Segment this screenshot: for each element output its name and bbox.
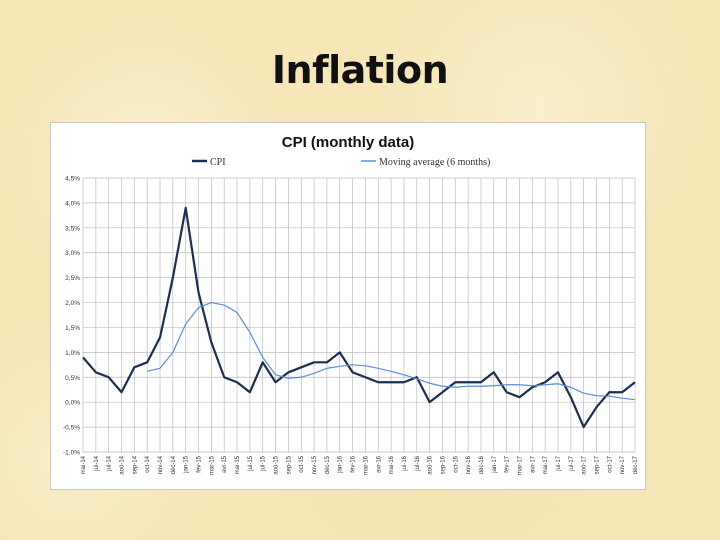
x-tick-label: nov-15 xyxy=(312,455,318,474)
x-tick-label: déc-15 xyxy=(325,455,331,474)
x-tick-label: nov-17 xyxy=(620,455,626,474)
x-tick-label: oct-16 xyxy=(453,455,459,472)
y-tick-label: -0,5% xyxy=(63,425,80,432)
x-tick-label: mai-17 xyxy=(543,455,549,474)
legend-label-moving-average: Moving average (6 months) xyxy=(379,157,490,168)
x-tick-label: avr-15 xyxy=(222,455,228,473)
x-tick-label: nov-16 xyxy=(466,455,472,474)
x-axis-tick-labels: mai-14 jui-14 jul-14 aoû-14 sep-14 oct-14 nov-… xyxy=(81,455,639,475)
x-tick-label: nov-14 xyxy=(158,455,164,474)
cpi-line-chart: CPI (monthly data) CPI Moving average (6… xyxy=(63,134,639,475)
x-tick-label: jul-16 xyxy=(415,455,421,471)
y-tick-label: 0,5% xyxy=(65,375,80,382)
y-tick-label: 3,5% xyxy=(65,225,80,232)
x-tick-label: jan-15 xyxy=(184,455,190,473)
y-axis-tick-labels: -1,0% -0,5% 0,0% 0,5% 1,0% 1,5% 2,0% 2,5% 3,0% 3,… xyxy=(63,176,80,457)
legend-label-cpi: CPI xyxy=(210,157,226,168)
x-tick-label: jui-17 xyxy=(556,455,562,471)
x-tick-label: mai-14 xyxy=(81,455,87,474)
x-tick-label: aoû-16 xyxy=(428,455,434,474)
y-tick-label: 0,0% xyxy=(65,400,80,407)
chart-panel: CPI (monthly data) CPI Moving average (6… xyxy=(50,122,646,490)
legend: CPI Moving average (6 months) xyxy=(192,157,490,168)
x-tick-label: jul-17 xyxy=(569,455,575,471)
x-tick-label: déc-14 xyxy=(171,455,177,474)
x-tick-label: sep-17 xyxy=(594,455,600,474)
x-tick-label: mar-15 xyxy=(209,455,215,475)
y-tick-label: -1,0% xyxy=(63,450,80,457)
x-tick-label: fév-15 xyxy=(197,455,203,472)
chart-title: CPI (monthly data) xyxy=(282,134,415,151)
x-tick-label: déc-17 xyxy=(633,455,639,474)
x-tick-label: sep-16 xyxy=(440,455,446,474)
series-line-cpi xyxy=(82,206,636,429)
slide-title: Inflation xyxy=(271,48,449,92)
grid xyxy=(82,177,636,453)
x-tick-label: aoû-15 xyxy=(274,455,280,474)
x-tick-label: jan-17 xyxy=(492,455,498,473)
x-tick-label: déc-16 xyxy=(479,455,485,474)
x-tick-label: oct-15 xyxy=(299,455,305,472)
x-tick-label: jan-16 xyxy=(338,455,344,473)
x-tick-label: fév-16 xyxy=(351,455,357,472)
x-tick-label: oct-14 xyxy=(145,455,151,472)
x-tick-label: aoû-17 xyxy=(582,455,588,474)
x-tick-label: mai-16 xyxy=(389,455,395,474)
x-tick-label: jul-14 xyxy=(107,455,113,471)
y-tick-label: 4,0% xyxy=(65,200,80,207)
x-tick-label: aoû-14 xyxy=(120,455,126,474)
y-tick-label: 2,5% xyxy=(65,275,80,282)
y-tick-label: 4,5% xyxy=(65,176,80,183)
x-tick-label: fév-17 xyxy=(505,455,511,472)
series-lines xyxy=(82,206,636,429)
x-tick-label: sep-15 xyxy=(286,455,292,474)
x-tick-label: jui-15 xyxy=(248,455,254,471)
x-tick-label: sep-14 xyxy=(132,455,138,474)
x-tick-label: oct-17 xyxy=(607,455,613,472)
x-tick-label: mai-15 xyxy=(235,455,241,474)
x-tick-label: mar-17 xyxy=(517,455,523,475)
x-tick-label: jui-14 xyxy=(94,455,100,471)
y-tick-label: 1,5% xyxy=(65,325,80,332)
y-tick-label: 2,0% xyxy=(65,300,80,307)
series-line-moving-average xyxy=(147,301,636,401)
x-tick-label: jul-15 xyxy=(261,455,267,471)
x-tick-label: avr-17 xyxy=(530,455,536,473)
x-tick-label: jui-16 xyxy=(402,455,408,471)
y-tick-label: 3,0% xyxy=(65,250,80,257)
x-tick-label: avr-16 xyxy=(376,455,382,473)
x-tick-label: mar-16 xyxy=(363,455,369,475)
y-tick-label: 1,0% xyxy=(65,350,80,357)
